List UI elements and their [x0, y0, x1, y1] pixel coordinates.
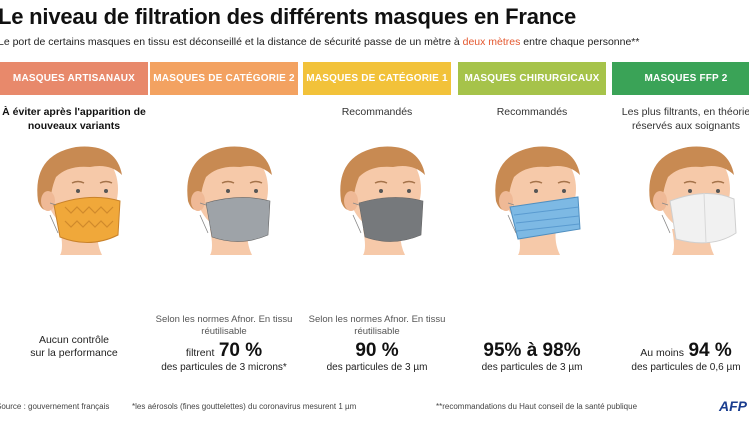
filtration-percentage: 95% à 98%: [483, 340, 581, 361]
column-note: Les plus filtrants, en théorie réservés …: [621, 106, 749, 132]
filtration-performance: 90 % des particules de 3 µm: [303, 340, 451, 373]
subtitle-text-end: entre chaque personne**: [520, 36, 640, 48]
column-header: MASQUES DE CATÉGORIE 1: [303, 62, 451, 95]
performance-prefix: Au moins: [640, 347, 684, 359]
mask-column: MASQUES ARTISANAUX À éviter après l'appar…: [0, 62, 148, 397]
subtitle-highlight: deux mètres: [462, 36, 521, 48]
gray-cloth-mask-icon: [187, 146, 272, 255]
mask-column: MASQUES FFP 2 Les plus filtrants, en théo…: [612, 62, 749, 397]
afp-logo: AFP: [719, 398, 747, 414]
column-header: MASQUES DE CATÉGORIE 2: [150, 62, 298, 95]
filtration-performance: filtrent 70 % des particules de 3 micron…: [150, 340, 298, 373]
filtration-percentage: 94 %: [688, 340, 732, 361]
filtration-percentage: 70 %: [218, 340, 263, 361]
footer-note-aerosols: *les aérosols (fines gouttelettes) du co…: [132, 402, 357, 411]
performance-line: sur la performance: [30, 347, 118, 359]
performance-line: Aucun contrôle: [38, 334, 110, 346]
particle-size: des particules de 3 µm: [481, 362, 583, 373]
column-note: Recommandés: [496, 106, 568, 118]
mask-column: MASQUES DE CATÉGORIE 1 Recommandés Selon …: [303, 62, 451, 397]
subtitle-text: Le port de certains masques en tissu est…: [0, 36, 463, 48]
subtitle: Le port de certains masques en tissu est…: [0, 36, 639, 48]
mask-column: MASQUES DE CATÉGORIE 2 Selon les normes …: [150, 62, 298, 397]
footer-source: Source : gouvernement français: [0, 402, 110, 411]
particle-size: des particules de 3 µm: [326, 362, 428, 373]
column-description: Selon les normes Afnor. En tissu réutili…: [308, 314, 446, 337]
column-header: MASQUES ARTISANAUX: [0, 62, 148, 95]
filtration-performance: 95% à 98% des particules de 3 µm: [458, 340, 606, 373]
artisanal-pattern-mask-icon: [37, 146, 122, 255]
ffp2-mask-icon: [649, 146, 737, 255]
mask-column: MASQUES CHIRURGICAUX Recommandés 95% à 98…: [458, 62, 606, 397]
column-note: Recommandés: [341, 106, 413, 118]
footer-note-recommendations: **recommandations du Haut conseil de la …: [436, 402, 638, 411]
column-note: [150, 105, 298, 135]
dark-gray-cloth-mask-icon: [340, 146, 425, 255]
filtration-performance: Au moins 94 % des particules de 0,6 µm: [612, 340, 749, 373]
surgical-mask-icon: [495, 146, 581, 255]
column-header: MASQUES FFP 2: [612, 62, 749, 95]
filtration-performance: Aucun contrôle sur la performance: [0, 334, 148, 360]
column-note: À éviter après l'apparition de nouveaux …: [2, 106, 146, 132]
particle-size: des particules de 3 microns*: [161, 362, 287, 373]
particle-size: des particules de 0,6 µm: [631, 362, 741, 373]
column-description: Selon les normes Afnor. En tissu réutili…: [155, 314, 293, 337]
page-title: Le niveau de filtration des différents m…: [0, 4, 577, 29]
performance-prefix: filtrent: [185, 347, 215, 359]
column-header: MASQUES CHIRURGICAUX: [458, 62, 606, 95]
filtration-percentage: 90 %: [355, 340, 399, 361]
